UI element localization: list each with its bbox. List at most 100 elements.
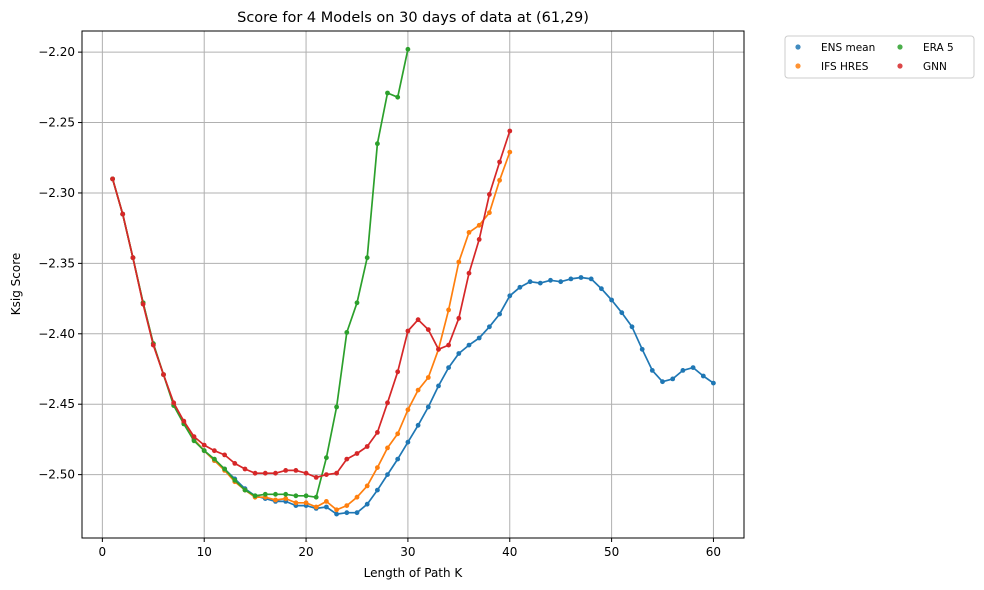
data-point-ens-mean [395, 456, 401, 462]
data-point-ifs-hres [466, 230, 472, 235]
data-point-ens-mean [629, 324, 635, 330]
legend-frame [784, 35, 975, 79]
data-point-era-5 [222, 466, 228, 472]
data-point-ens-mean [415, 422, 421, 428]
data-point-ifs-hres [476, 222, 482, 228]
data-point-gnn [334, 470, 339, 476]
chart-title: Score for 4 Models on 30 days of data at… [237, 10, 589, 26]
x-tick-label: 0 [99, 545, 107, 559]
data-point-ens-mean [619, 310, 625, 316]
y-tick-label: −2.45 [38, 397, 75, 411]
data-point-era-5 [242, 487, 248, 493]
data-point-era-5 [375, 141, 380, 147]
data-point-gnn [497, 159, 502, 165]
data-point-ifs-hres [395, 431, 401, 437]
data-point-ens-mean [649, 368, 655, 373]
data-point-ifs-hres [487, 210, 492, 216]
data-point-gnn [252, 470, 258, 476]
data-point-gnn [324, 472, 329, 477]
data-point-era-5 [201, 448, 207, 454]
series-layer [110, 46, 716, 517]
data-point-era-5 [191, 438, 197, 444]
data-point-gnn [150, 342, 156, 348]
data-point-ens-mean [446, 365, 451, 370]
data-point-gnn [283, 468, 289, 473]
data-point-gnn [181, 418, 187, 424]
legend-label-era-5: ERA 5 [923, 42, 954, 54]
series-gnn [110, 128, 513, 480]
data-point-ens-mean [558, 279, 564, 285]
data-point-ifs-hres [497, 177, 502, 183]
data-point-ifs-hres [456, 259, 462, 265]
data-point-gnn [161, 372, 166, 377]
data-point-ens-mean [456, 351, 462, 356]
data-point-gnn [110, 176, 115, 182]
data-point-ens-mean [487, 324, 492, 330]
data-point-era-5 [262, 491, 268, 497]
data-point-era-5 [395, 94, 401, 100]
data-point-era-5 [252, 493, 258, 499]
data-point-ens-mean [711, 380, 716, 386]
data-point-ifs-hres [385, 445, 390, 451]
data-point-gnn [232, 461, 238, 466]
data-point-gnn [364, 444, 370, 449]
x-tick-label: 20 [298, 545, 313, 559]
data-point-gnn [436, 346, 441, 352]
y-tick-label: −2.20 [38, 45, 75, 59]
data-point-ens-mean [324, 504, 329, 510]
data-point-ens-mean [588, 276, 594, 282]
legend-marker-era-5 [897, 44, 903, 50]
data-point-gnn [375, 430, 380, 435]
data-point-era-5 [385, 90, 390, 96]
data-point-ifs-hres [425, 375, 431, 380]
series-line-gnn [111, 130, 511, 479]
data-point-era-5 [303, 493, 309, 499]
data-point-ens-mean [568, 276, 574, 282]
y-axis-label: Ksig Score [9, 253, 23, 316]
legend-label-gnn: GNN [923, 61, 947, 73]
data-point-ens-mean [507, 293, 513, 299]
data-point-ifs-hres [283, 496, 289, 501]
y-tick-label: −2.50 [38, 468, 75, 482]
data-point-era-5 [273, 491, 278, 497]
data-point-gnn [293, 468, 299, 473]
x-tick-label: 40 [502, 545, 517, 559]
legend-marker-ifs-hres [795, 63, 801, 69]
data-point-ens-mean [436, 383, 441, 389]
data-point-ens-mean [690, 365, 696, 370]
data-point-gnn [385, 400, 390, 406]
data-point-era-5 [283, 491, 289, 497]
data-point-ifs-hres [507, 149, 513, 155]
y-tick-label: −2.25 [38, 116, 75, 130]
data-point-gnn [354, 451, 360, 456]
data-point-ens-mean [354, 510, 360, 516]
legend-marker-ens-mean [795, 44, 801, 50]
data-point-ens-mean [537, 280, 543, 286]
data-point-ens-mean [344, 510, 350, 516]
x-axis-label: Length of Path K [364, 566, 464, 580]
data-point-ens-mean [497, 311, 502, 317]
data-point-ens-mean [405, 439, 411, 445]
data-point-era-5 [313, 494, 319, 500]
data-point-ens-mean [375, 487, 380, 493]
data-point-ens-mean [476, 335, 482, 341]
data-point-era-5 [324, 455, 329, 461]
data-point-ifs-hres [415, 387, 421, 393]
plot-frame [81, 30, 745, 539]
x-tick-label: 30 [400, 545, 415, 559]
data-point-gnn [120, 211, 126, 217]
x-tick-label: 10 [197, 545, 212, 559]
data-point-gnn [222, 452, 228, 458]
data-point-gnn [425, 327, 431, 332]
data-point-ifs-hres [364, 483, 370, 489]
data-point-ens-mean [670, 376, 676, 382]
data-point-era-5 [354, 300, 360, 306]
data-point-ifs-hres [334, 507, 339, 513]
data-point-era-5 [405, 46, 411, 52]
data-point-ens-mean [599, 286, 604, 292]
data-point-era-5 [334, 404, 339, 410]
series-era-5 [110, 46, 411, 500]
data-point-ens-mean [660, 379, 665, 385]
